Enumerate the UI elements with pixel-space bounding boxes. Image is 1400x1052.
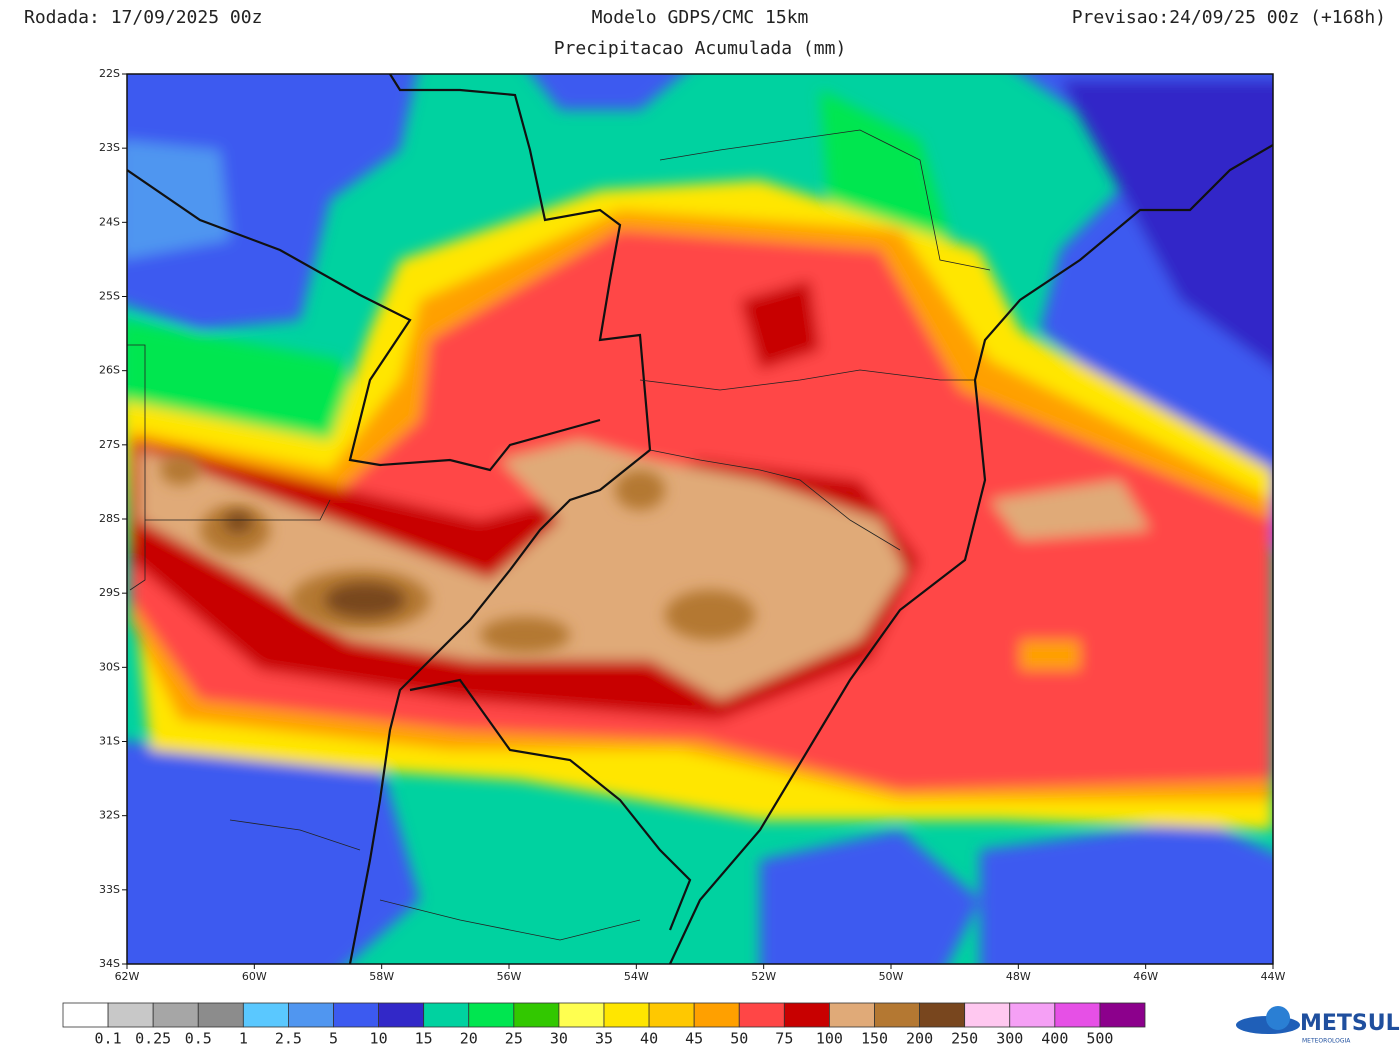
legend-label: 20 (460, 1030, 478, 1048)
lat-label: 25S (99, 290, 120, 303)
legend-swatch (783, 1002, 830, 1028)
legend-swatch (513, 1002, 560, 1028)
lat-label: 32S (99, 809, 120, 822)
legend-swatch (693, 1002, 740, 1028)
lon-label: 48W (1006, 970, 1031, 983)
lat-label: 22S (99, 67, 120, 80)
run-label: Rodada: 17/09/2025 00z (24, 7, 262, 28)
legend-swatch (288, 1002, 334, 1028)
legend-label: 35 (595, 1030, 613, 1048)
subtitle: Precipitacao Acumulada (mm) (554, 38, 847, 59)
legend-swatch (1009, 1002, 1056, 1028)
legend-label: 1 (239, 1030, 248, 1048)
lon-label: 54W (624, 970, 649, 983)
legend-label: 45 (685, 1030, 703, 1048)
lat-label: 27S (99, 438, 120, 451)
legend-swatch (197, 1002, 244, 1028)
legend-label: 30 (550, 1030, 568, 1048)
legend-swatch (468, 1002, 515, 1028)
legend-swatch (333, 1002, 379, 1028)
legend-label: 300 (996, 1030, 1023, 1048)
legend-label: 5 (329, 1030, 338, 1048)
legend-swatch (242, 1002, 289, 1028)
legend-swatch (648, 1002, 695, 1028)
legend-label: 2.5 (275, 1030, 302, 1048)
legend-swatch (423, 1002, 470, 1028)
lat-label: 29S (99, 586, 120, 599)
lat-label: 28S (99, 512, 120, 525)
lat-label: 24S (99, 215, 120, 228)
lat-label: 31S (99, 735, 120, 748)
legend-label: 0.1 (95, 1030, 122, 1048)
legend-label: 500 (1086, 1030, 1113, 1048)
legend-label: 200 (906, 1030, 933, 1048)
legend-label: 15 (415, 1030, 433, 1048)
lon-label: 56W (497, 970, 522, 983)
legend-swatch (603, 1002, 650, 1028)
lon-label: 58W (369, 970, 394, 983)
legend-swatch (1099, 1002, 1146, 1028)
precip-field (127, 74, 1273, 964)
legend-swatch (1054, 1002, 1101, 1028)
legend-label: 250 (951, 1030, 978, 1048)
lat-label: 26S (99, 364, 120, 377)
legend-label: 100 (816, 1030, 843, 1048)
forecast-label: Previsao:24/09/25 00z (+168h) (1072, 7, 1386, 28)
legend-swatch (107, 1002, 154, 1028)
legend-label: 150 (861, 1030, 888, 1048)
logo-text: METSUL (1300, 1011, 1400, 1036)
lon-label: 50W (879, 970, 904, 983)
legend-swatch (874, 1002, 920, 1028)
lon-label: 52W (751, 970, 776, 983)
logo: METSUL METEOROLOGIA (1236, 1006, 1400, 1045)
model-title: Modelo GDPS/CMC 15km (592, 7, 809, 28)
logo-subtext: METEOROLOGIA (1302, 1038, 1351, 1045)
lat-label: 34S (99, 957, 120, 970)
lat-label: 30S (99, 660, 120, 673)
legend-swatch (62, 1002, 109, 1028)
legend-label: 10 (370, 1030, 388, 1048)
legend-swatch (378, 1002, 425, 1028)
lon-label: 44W (1261, 970, 1286, 983)
legend-label: 75 (775, 1030, 793, 1048)
legend-label: 0.25 (135, 1030, 171, 1048)
legend-swatch (964, 1002, 1011, 1028)
lon-label: 46W (1133, 970, 1158, 983)
lat-label: 23S (99, 141, 120, 154)
legend-swatch (738, 1002, 785, 1028)
lat-label: 33S (99, 883, 120, 896)
legend-label: 40 (640, 1030, 658, 1048)
legend-label: 50 (730, 1030, 748, 1048)
legend-swatch (919, 1002, 966, 1028)
legend-swatch (829, 1002, 875, 1028)
legend-swatch (152, 1002, 199, 1028)
legend-swatch (558, 1002, 605, 1028)
legend-label: 400 (1041, 1030, 1068, 1048)
legend-label: 0.5 (185, 1030, 212, 1048)
legend-label: 25 (505, 1030, 523, 1048)
lon-label: 60W (242, 970, 267, 983)
lon-label: 62W (115, 970, 140, 983)
